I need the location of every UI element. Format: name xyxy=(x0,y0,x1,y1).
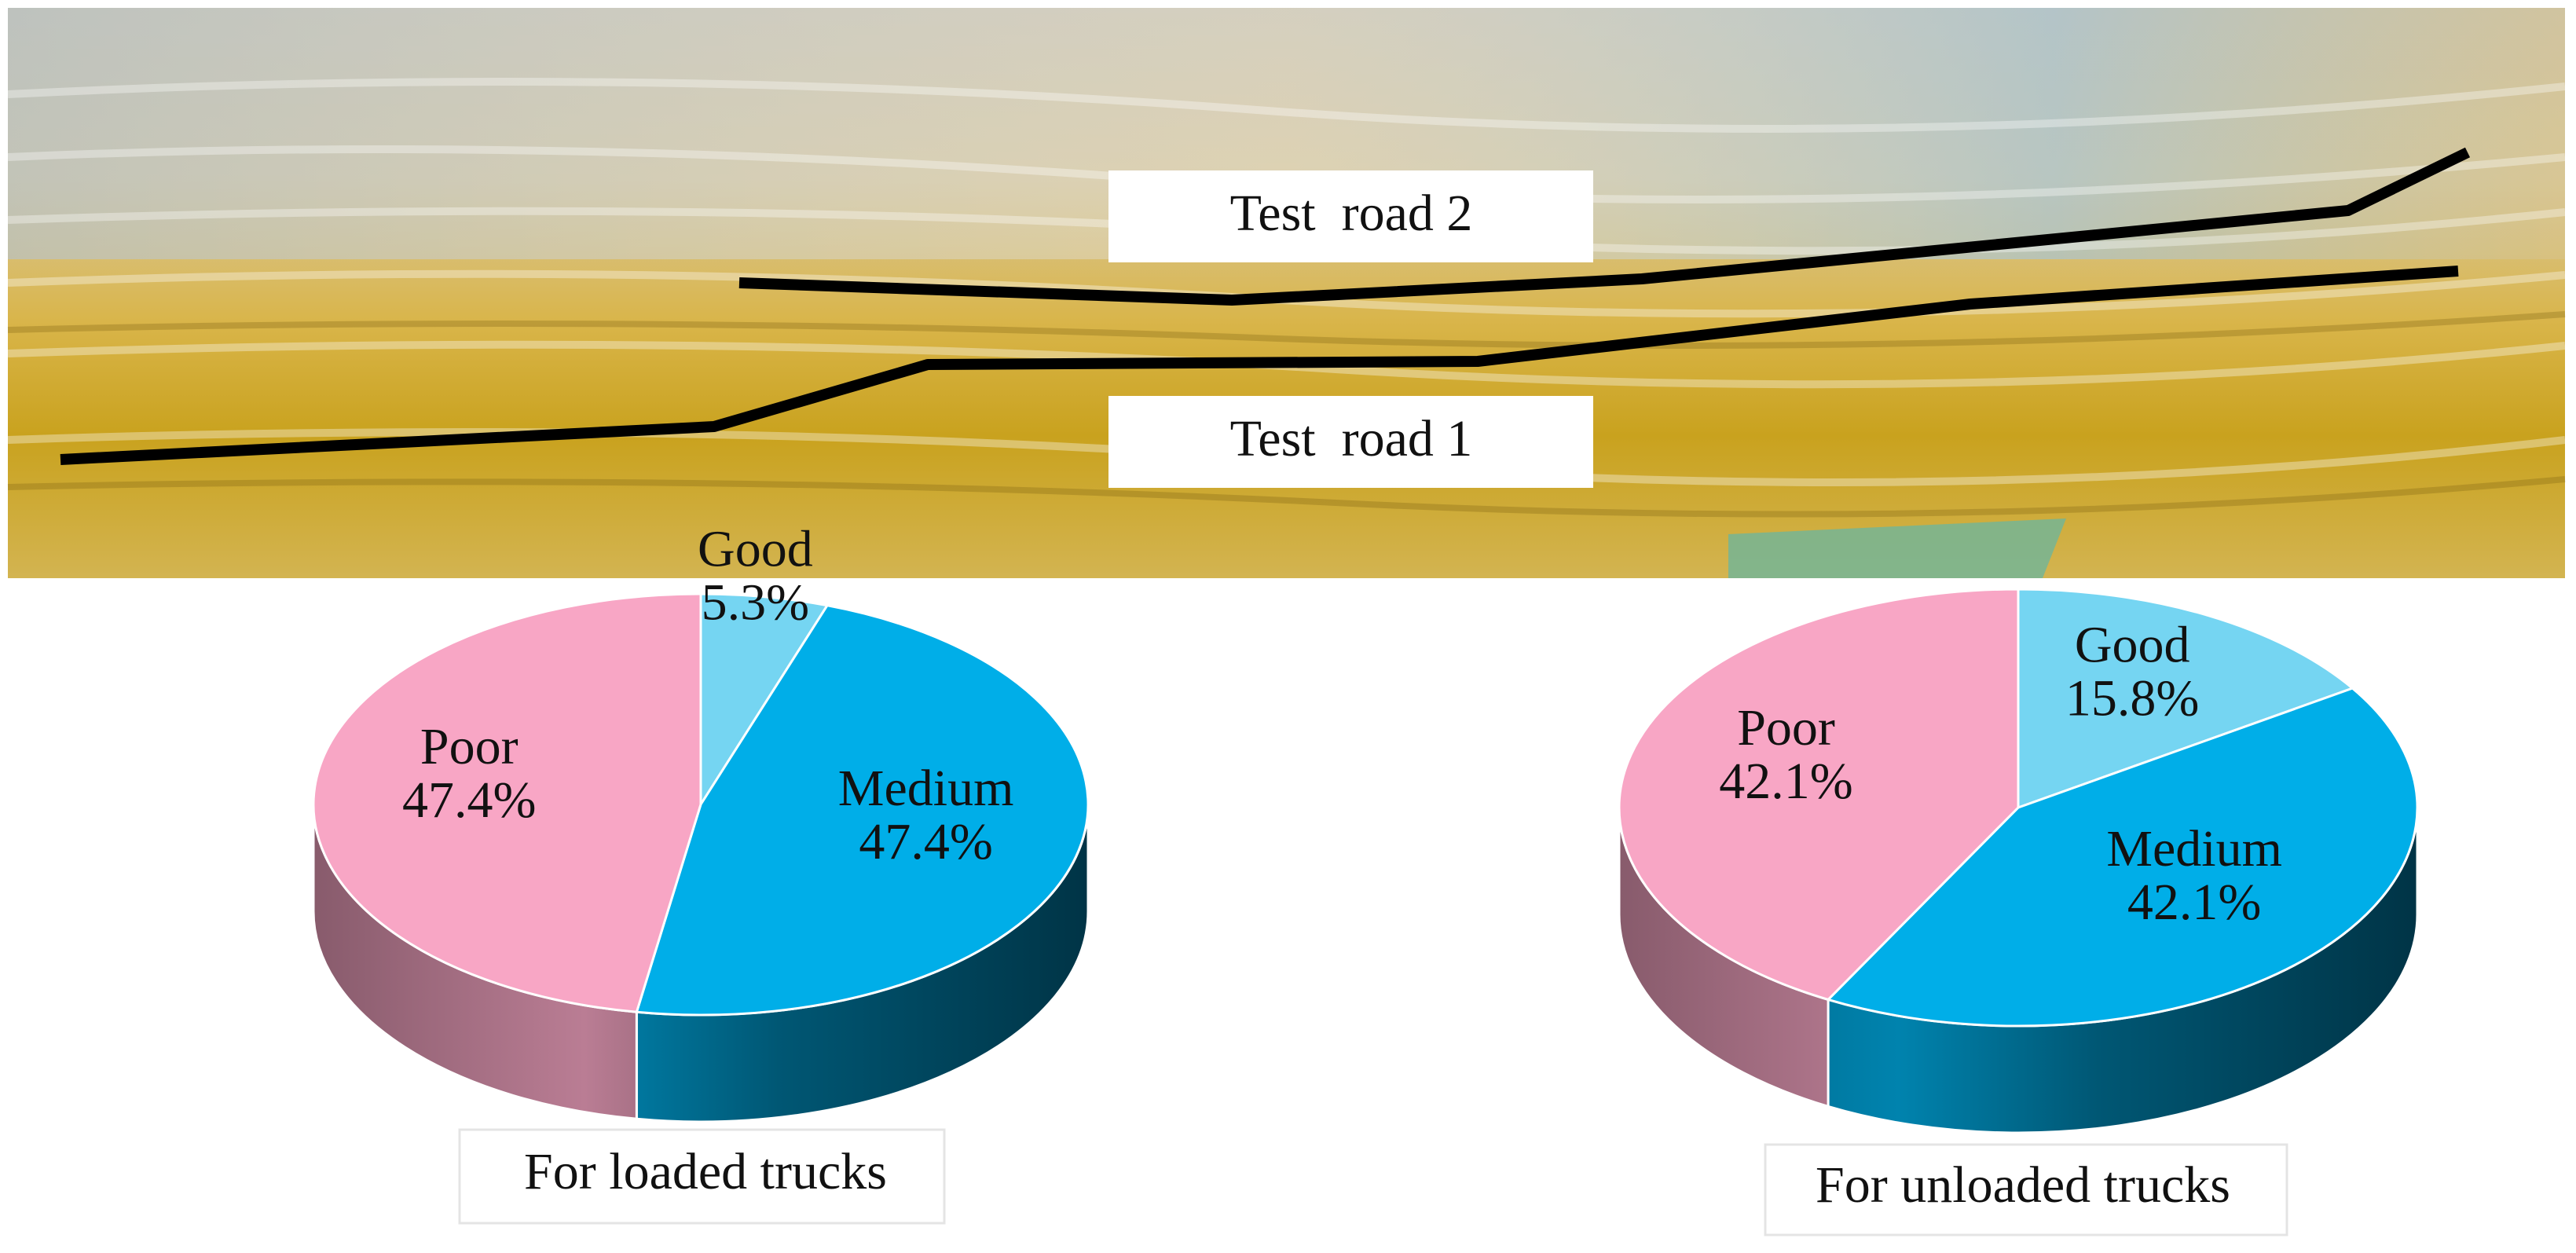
slice-name: Good xyxy=(2075,616,2190,673)
slice-name: Poor xyxy=(420,718,518,775)
slice-name: Medium xyxy=(2106,820,2282,877)
test-road-1-line xyxy=(60,266,2459,465)
pie-slice xyxy=(2017,588,2355,810)
label-box xyxy=(1108,396,1593,488)
title-box xyxy=(458,1128,946,1225)
road-label: Test road 1 xyxy=(1230,410,1473,467)
slice-value-label: 47.4% xyxy=(859,813,992,870)
slice-value-label: 42.1% xyxy=(2127,874,2261,931)
pie-slice xyxy=(1618,588,2020,1002)
slice-value-label: 47.4% xyxy=(402,771,536,829)
title-box xyxy=(1764,1143,2288,1237)
terrain-image: Test road 2 Test road 1 xyxy=(7,8,2566,578)
chart-title: For loaded trucks xyxy=(524,1143,887,1200)
pie-slice xyxy=(1826,687,2419,1028)
slice-value-label: 5.3% xyxy=(702,573,809,631)
road-label: Test road 2 xyxy=(1230,185,1473,242)
label-box xyxy=(1108,170,1593,262)
chart-title: For unloaded trucks xyxy=(1816,1156,2230,1214)
slice-name: Poor xyxy=(1737,699,1835,757)
slice-name: Medium xyxy=(838,760,1014,817)
pie-slice xyxy=(635,604,1090,1017)
slice-value-label: 15.8% xyxy=(2065,669,2199,727)
slice-value-label: 42.1% xyxy=(1719,753,1852,810)
pie-slice xyxy=(312,592,702,1013)
slice-name: Good xyxy=(698,520,813,577)
pie-slice xyxy=(699,592,830,809)
test-road-2-line xyxy=(738,147,2471,306)
